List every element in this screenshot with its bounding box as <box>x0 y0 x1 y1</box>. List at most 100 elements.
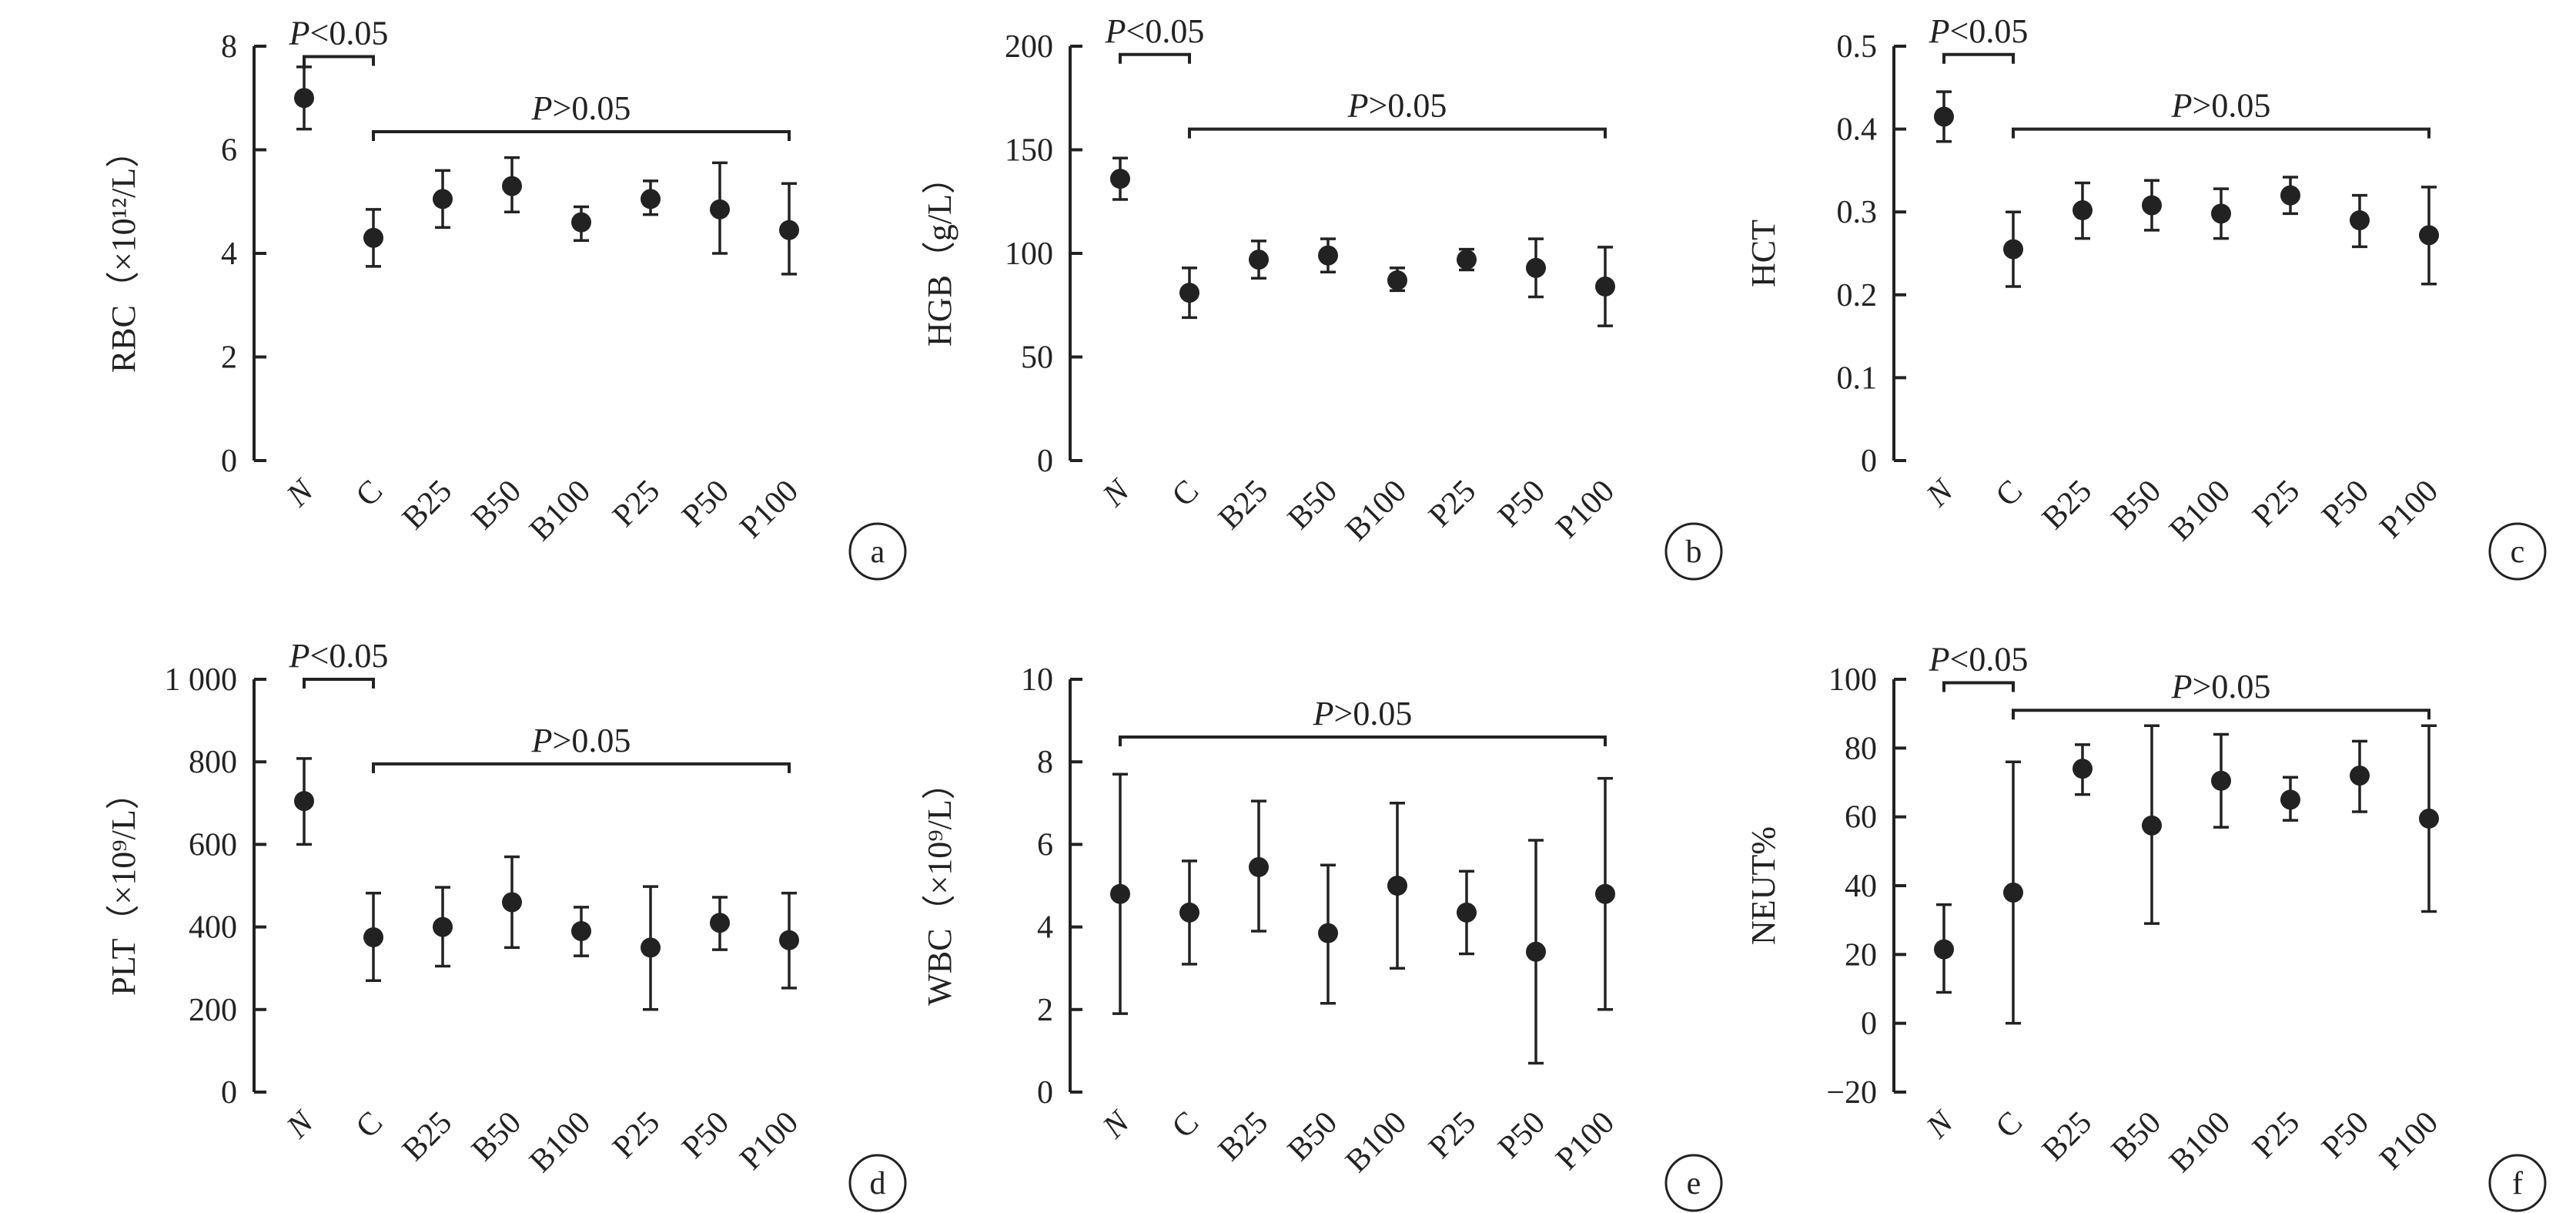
panel-letter-circle <box>2488 1154 2547 1212</box>
category-label: N <box>279 1104 321 1145</box>
category-label: B25 <box>396 1105 459 1168</box>
y-tick-label: 0 <box>1037 1075 1053 1111</box>
category-label: B50 <box>465 1105 528 1168</box>
data-point <box>1595 883 1615 904</box>
y-axis-label: NEUT% <box>1745 826 1782 945</box>
data-point <box>2419 808 2439 829</box>
category-label: P25 <box>1422 474 1483 534</box>
panel-letter-circle <box>848 522 907 581</box>
data-point <box>2211 770 2231 791</box>
data-point <box>2073 759 2093 779</box>
significance-bracket <box>1119 736 1607 747</box>
panel-letter-circle <box>1664 522 1723 581</box>
category-label: P100 <box>2373 474 2445 546</box>
category-label: P25 <box>2246 1105 2307 1166</box>
y-axis-label: WBC（×10⁹/L） <box>921 766 958 1005</box>
data-point <box>2142 195 2162 216</box>
data-point <box>502 176 522 196</box>
y-tick-label: 4 <box>221 236 237 272</box>
category-label: N <box>1919 1104 1961 1145</box>
y-tick-label: 0.1 <box>1837 360 1878 396</box>
significance-bracket <box>303 678 375 689</box>
y-tick-label: 0.4 <box>1837 112 1878 148</box>
data-point <box>433 916 453 937</box>
significance-label: P<0.05 <box>1929 640 2029 678</box>
panel-letter: a <box>871 534 885 570</box>
category-label: P100 <box>733 474 805 546</box>
category-label: P25 <box>2246 474 2307 534</box>
data-point <box>1179 283 1199 303</box>
significance-bracket <box>372 129 791 141</box>
category-label: B100 <box>1339 474 1413 548</box>
panel-letter-circle <box>2488 522 2547 581</box>
y-tick-label: 8 <box>1037 745 1053 780</box>
y-tick-label: 0 <box>1861 444 1877 479</box>
category-label: P50 <box>1491 1105 1552 1166</box>
data-point <box>779 930 799 950</box>
y-tick-label: 400 <box>189 910 237 946</box>
category-label: P100 <box>1549 1105 1621 1178</box>
category-label: N <box>279 472 321 514</box>
data-point <box>1934 106 1954 127</box>
category-label: N <box>1096 472 1137 514</box>
significance-bracket <box>1942 52 2015 64</box>
panel-letter: b <box>1686 534 1702 570</box>
category-label: C <box>1166 474 1206 514</box>
y-tick-label: 40 <box>1845 869 1877 904</box>
significance-label: P>0.05 <box>2171 87 2271 125</box>
y-tick-label: 0.3 <box>1837 195 1878 230</box>
category-label: N <box>1919 472 1961 514</box>
y-axis-label: HCT <box>1745 219 1782 287</box>
significance-bracket <box>1188 127 1607 139</box>
category-label: P100 <box>1549 474 1621 546</box>
significance-label: P>0.05 <box>1347 87 1447 125</box>
y-tick-label: 0 <box>221 1075 237 1111</box>
y-tick-label: 60 <box>1845 800 1877 836</box>
data-point <box>2003 882 2023 903</box>
category-label: B50 <box>465 474 528 537</box>
y-tick-label: 800 <box>189 745 237 780</box>
significance-label: P>0.05 <box>1313 695 1413 732</box>
data-point <box>1387 270 1407 290</box>
data-point <box>2280 185 2300 206</box>
category-label: B25 <box>1212 474 1275 537</box>
category-label: C <box>1989 1105 2029 1145</box>
data-point <box>2280 789 2300 810</box>
data-point <box>2003 239 2023 260</box>
y-tick-label: 8 <box>221 29 237 65</box>
data-point <box>502 892 522 913</box>
data-point <box>294 88 314 109</box>
data-point <box>641 189 661 209</box>
y-tick-label: 20 <box>1845 937 1877 973</box>
y-tick-label: 0.2 <box>1837 278 1878 313</box>
y-tick-label: 100 <box>1828 662 1877 698</box>
category-label: B25 <box>2036 1105 2099 1168</box>
category-label: P50 <box>675 1105 736 1166</box>
y-axis-label: PLT（×10⁹/L） <box>105 776 142 995</box>
data-point <box>2211 203 2231 224</box>
data-point <box>1110 883 1130 904</box>
data-point <box>1318 245 1338 266</box>
category-label: P50 <box>2315 1105 2376 1166</box>
y-tick-label: 150 <box>1005 133 1053 169</box>
data-point <box>1526 257 1546 278</box>
y-tick-label: 6 <box>221 133 237 169</box>
y-tick-label: 0 <box>1037 444 1053 479</box>
category-label: P25 <box>606 1105 667 1166</box>
y-tick-label: 4 <box>1037 910 1053 946</box>
y-tick-label: 10 <box>1021 662 1053 698</box>
significance-label: P>0.05 <box>531 89 631 127</box>
y-tick-label: 600 <box>189 827 237 863</box>
category-label: P50 <box>1491 474 1552 534</box>
y-tick-label: 1 000 <box>165 662 238 698</box>
y-tick-label: 2 <box>221 340 237 376</box>
data-point <box>2350 766 2370 786</box>
data-point <box>571 920 591 941</box>
panel-letter: d <box>870 1166 886 1201</box>
significance-bracket <box>372 762 791 773</box>
significance-label: P<0.05 <box>289 14 389 52</box>
